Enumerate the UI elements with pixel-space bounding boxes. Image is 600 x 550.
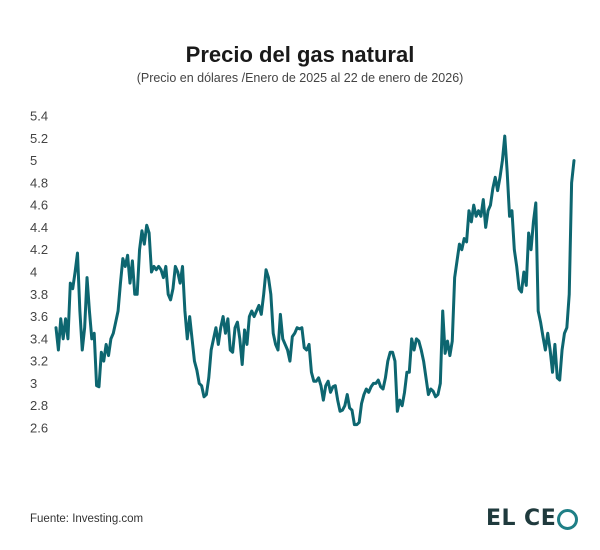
series-line-gas-price: [54, 134, 576, 427]
plot-area: [54, 134, 576, 427]
logo-text-el: EL: [486, 506, 517, 531]
y-tick-label: 5.2: [30, 131, 48, 146]
y-tick-label: 2.8: [30, 398, 48, 413]
y-axis: 5.4 5.2 5 4.8 4.6 4.4 4.2 4 3.8 3.6 3.4 3.2 3 2.8 2.6: [30, 109, 48, 436]
y-tick-label: 4.4: [30, 220, 48, 235]
y-tick-label: 3.8: [30, 287, 48, 302]
el-ceo-logo: EL CE: [486, 506, 579, 531]
chart-subtitle: (Precio en dólares /Enero de 2025 al 22 …: [136, 71, 464, 85]
y-tick-label: 4.2: [30, 242, 48, 257]
y-tick-label: 4.8: [30, 175, 48, 190]
chart-title: Precio del gas natural: [185, 42, 415, 67]
y-tick-label: 4.6: [30, 198, 48, 213]
source-note: Fuente: Investing.com: [30, 513, 144, 525]
y-tick-label: 5: [30, 153, 37, 168]
y-tick-label: 3.6: [30, 309, 48, 324]
logo-text-ce: CE: [524, 506, 557, 531]
y-tick-label: 3: [30, 376, 37, 391]
y-tick-label: 3.2: [30, 354, 48, 369]
y-tick-label: 2.6: [30, 421, 48, 436]
y-tick-label: 3.4: [30, 331, 48, 346]
y-tick-label: 4: [30, 265, 37, 280]
y-tick-label: 5.4: [30, 109, 48, 124]
logo-ring-icon: [557, 509, 579, 530]
